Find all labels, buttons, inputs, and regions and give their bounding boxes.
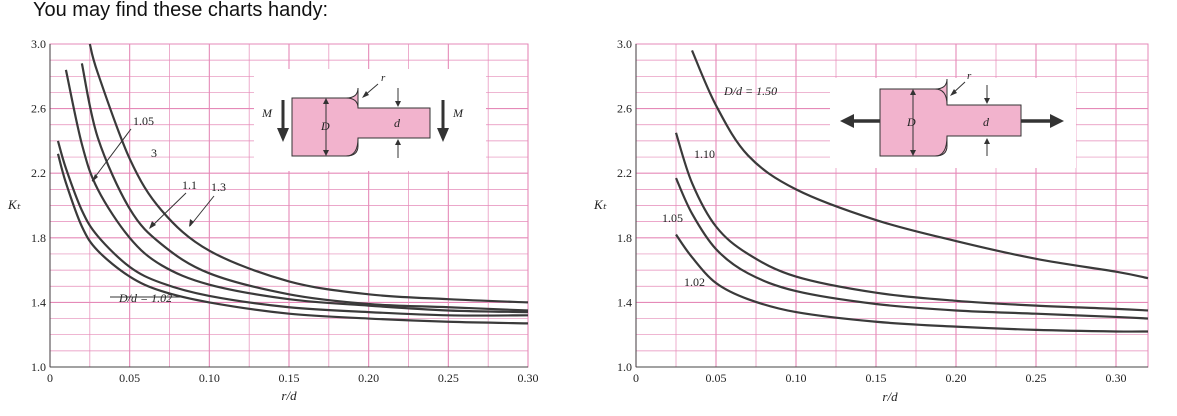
curve-label-1-02: 1.02 xyxy=(684,275,705,289)
stepped-bar-shape xyxy=(879,78,1022,157)
x-tick-label: 0.25 xyxy=(1026,371,1047,385)
x-tick-label: 0 xyxy=(633,371,639,385)
chart-frame xyxy=(635,43,1149,368)
svg-text:M: M xyxy=(261,106,273,120)
svg-text:D: D xyxy=(906,115,916,129)
y-tick-label: 1.0 xyxy=(31,360,46,374)
left-chart-bending: 0 0.05 0.10 0.15 0.20 0.25 0.30 1.0 1.4 1.8 2.2 2.6… xyxy=(7,37,539,403)
moment-arrow-left: M xyxy=(261,100,289,142)
svg-text:M: M xyxy=(452,106,464,120)
moment-arrow-right: M xyxy=(437,100,464,142)
x-axis-label: r/d xyxy=(281,388,297,403)
y-tick-label: 1.4 xyxy=(31,295,46,309)
y-tick-label: 3.0 xyxy=(31,37,46,51)
svg-text:d: d xyxy=(394,116,401,130)
y-tick-label: 2.2 xyxy=(617,166,632,180)
series-line-1 xyxy=(690,50,1149,280)
x-tick-label: 0.05 xyxy=(119,371,140,385)
y-tick-label: 1.8 xyxy=(31,231,46,245)
y-tick-label: 1.0 xyxy=(617,360,632,374)
curve-label-3: 3 xyxy=(151,146,157,160)
series-line-4 xyxy=(80,63,529,312)
svg-text:d: d xyxy=(983,115,990,129)
x-tick-label: 0.30 xyxy=(1106,371,1127,385)
x-tick-label: 0.25 xyxy=(438,371,459,385)
y-tick-label: 2.6 xyxy=(31,102,46,116)
series-line-3 xyxy=(674,177,1149,320)
svg-text:D: D xyxy=(320,119,330,133)
series-line-1 xyxy=(56,153,529,325)
arrowhead xyxy=(92,174,98,182)
tension-arrow-left xyxy=(840,114,880,128)
y-tick-label: 2.6 xyxy=(617,102,632,116)
x-tick-label: 0.30 xyxy=(518,371,539,385)
y-axis-label: Kₜ xyxy=(7,197,22,212)
curve-label-1-10: 1.10 xyxy=(694,147,715,161)
x-tick-label: 0.05 xyxy=(706,371,727,385)
series-line-3 xyxy=(64,69,529,314)
x-tick-label: 0 xyxy=(47,371,53,385)
curve-label-1-02: D/d = 1.02 xyxy=(118,291,172,305)
y-tick-label: 2.2 xyxy=(31,166,46,180)
page-heading: You may find these charts handy: xyxy=(33,0,328,21)
x-axis-label: r/d xyxy=(882,389,898,404)
svg-text:r: r xyxy=(381,72,386,84)
series-line-2 xyxy=(674,132,1149,312)
x-tick-label: 0.10 xyxy=(786,371,807,385)
curve-label-1-3: 1.3 xyxy=(211,180,226,194)
inset-bending-diagram: D d r M M xyxy=(254,69,486,171)
arrowhead xyxy=(189,219,194,227)
curve-label-1-50: D/d = 1.50 xyxy=(723,84,777,98)
y-axis-label: Kₜ xyxy=(593,197,608,212)
y-tick-label: 3.0 xyxy=(617,37,632,51)
x-tick-label: 0.15 xyxy=(279,371,300,385)
curve-label-1-05: 1.05 xyxy=(133,114,154,128)
y-tick-label: 1.8 xyxy=(617,231,632,245)
x-tick-label: 0.20 xyxy=(946,371,967,385)
x-tick-label: 0.20 xyxy=(358,371,379,385)
series-line-2 xyxy=(56,140,529,317)
x-tick-label: 0.10 xyxy=(199,371,220,385)
curve-label-1-1: 1.1 xyxy=(182,178,197,192)
svg-text:r: r xyxy=(967,70,972,82)
series-line-5 xyxy=(88,43,529,304)
y-tick-label: 1.4 xyxy=(617,295,632,309)
tension-arrow-right xyxy=(1021,114,1064,128)
arrowhead xyxy=(149,221,156,229)
inset-axial-diagram: D d r xyxy=(830,70,1076,168)
curve-label-1-05: 1.05 xyxy=(662,211,683,225)
label-leader-lines xyxy=(91,128,215,298)
x-tick-label: 0.15 xyxy=(866,371,887,385)
series-line-4 xyxy=(675,233,1149,333)
